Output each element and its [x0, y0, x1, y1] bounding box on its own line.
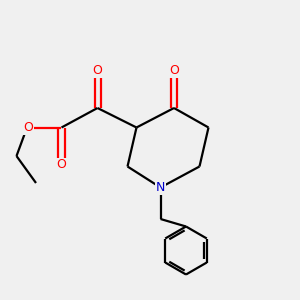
Text: O: O [57, 158, 66, 172]
Text: O: O [24, 121, 33, 134]
Text: N: N [156, 181, 165, 194]
Text: O: O [93, 64, 102, 77]
Text: O: O [169, 64, 179, 77]
